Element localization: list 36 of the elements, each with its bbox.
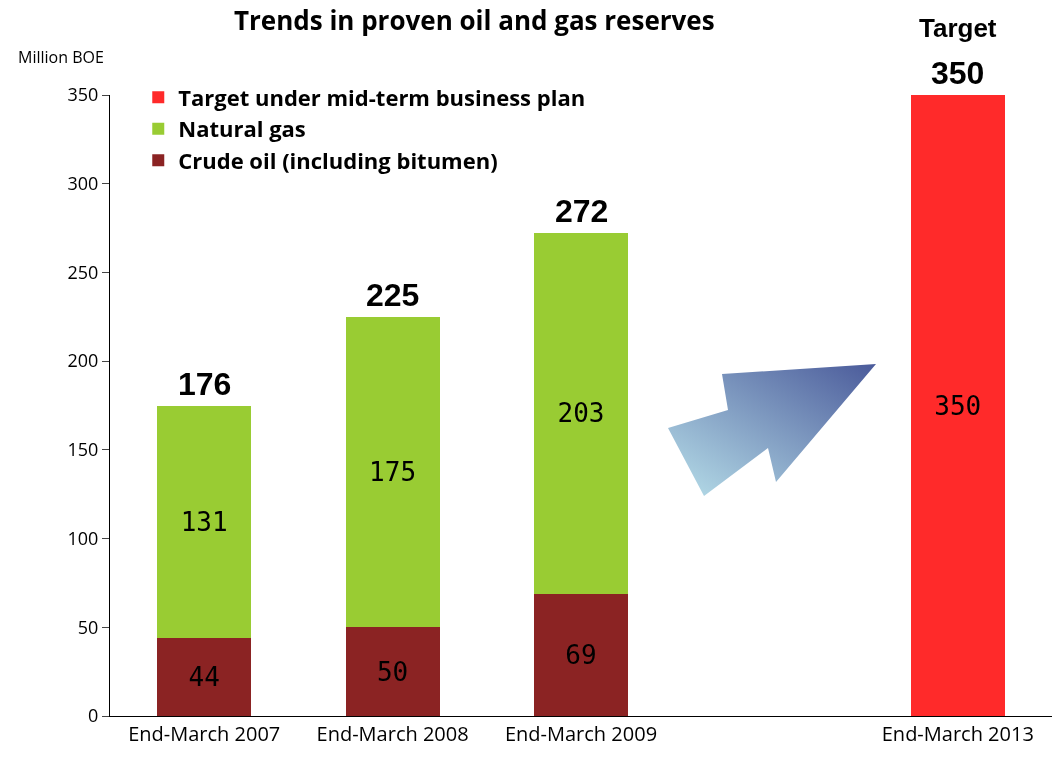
legend-label: Natural gas bbox=[178, 113, 306, 144]
x-tick-label: End-March 2009 bbox=[504, 720, 658, 747]
legend-label: Crude oil (including bitumen) bbox=[178, 144, 498, 175]
x-tick-label: End-March 2013 bbox=[881, 720, 1034, 747]
data-label: 69 bbox=[565, 639, 597, 670]
total-label: 176 bbox=[178, 366, 232, 402]
y-tick-label: 350 bbox=[67, 82, 99, 107]
data-label: 50 bbox=[376, 656, 409, 687]
y-axis-title: Million BOE bbox=[18, 46, 104, 68]
y-tick-label: 250 bbox=[67, 259, 99, 284]
bar bbox=[345, 316, 440, 628]
y-tick-label: 150 bbox=[67, 437, 99, 462]
bar bbox=[910, 95, 1005, 716]
data-label: 203 bbox=[557, 398, 605, 429]
chart-title: Trends in proven oil and gas reserves bbox=[233, 1, 715, 38]
y-tick-label: 300 bbox=[67, 171, 99, 196]
total-label: 350 bbox=[931, 55, 985, 91]
bar bbox=[533, 233, 629, 594]
total-label: 225 bbox=[366, 277, 420, 313]
bar bbox=[157, 405, 252, 638]
data-label: 131 bbox=[180, 506, 228, 537]
y-tick-label: 200 bbox=[67, 348, 99, 373]
x-tick-label: End-March 2007 bbox=[128, 720, 281, 747]
total-label: 272 bbox=[555, 193, 609, 229]
y-tick-label: 50 bbox=[77, 614, 99, 639]
bar bbox=[157, 637, 252, 716]
x-tick-label: End-March 2008 bbox=[316, 720, 469, 747]
legend-label: Target under mid-term business plan bbox=[178, 81, 586, 112]
bar bbox=[345, 627, 440, 716]
data-label: 175 bbox=[369, 457, 417, 488]
bar bbox=[533, 593, 629, 716]
data-label: 44 bbox=[188, 661, 220, 692]
y-tick-label: 100 bbox=[67, 525, 99, 550]
y-tick-label: 0 bbox=[88, 703, 99, 728]
annotation: Target bbox=[919, 13, 997, 43]
data-label: 350 bbox=[934, 390, 982, 421]
